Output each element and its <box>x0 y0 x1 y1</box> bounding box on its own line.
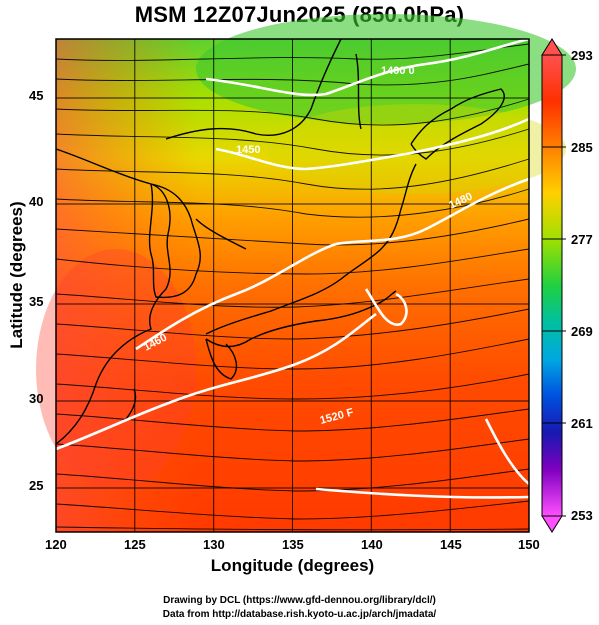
contour-1400 <box>205 37 530 97</box>
y-tick-25: 25 <box>29 478 44 493</box>
contour-bay <box>364 288 408 326</box>
wind-streamlines <box>55 43 530 531</box>
coastline-china <box>55 148 171 445</box>
coastline-taiwan <box>125 388 137 420</box>
colorbar-max-arrow <box>541 38 563 56</box>
contour-1480 <box>135 177 530 351</box>
credit-data-source: Data from http://database.rish.kyoto-u.a… <box>162 609 437 620</box>
colorbar-gradient <box>541 54 563 517</box>
coastline-honshu-north <box>205 163 417 335</box>
colorbar-tick-261: 261 <box>571 416 593 431</box>
coastline-kyushu <box>205 338 238 380</box>
map-plot-area: 1400 0 1450 1460 1480 1520 F <box>36 14 576 533</box>
lat-lon-grid <box>56 39 529 532</box>
contour-1450 <box>215 117 530 171</box>
coastline-honshu-south <box>205 290 397 348</box>
contour-east <box>484 418 530 485</box>
x-tick-125: 125 <box>124 537 146 552</box>
x-tick-130: 130 <box>203 537 225 552</box>
contour-label-1400: 1400 0 <box>381 65 415 77</box>
colorbar-tick-253: 253 <box>571 508 593 523</box>
x-tick-140: 140 <box>361 537 383 552</box>
cool-air-north <box>196 14 576 124</box>
x-tick-145: 145 <box>440 537 462 552</box>
contour-1520 <box>55 312 377 451</box>
colorbar-tick-277: 277 <box>571 232 593 247</box>
colorbar-tick-293: 293 <box>571 48 593 63</box>
coastline-sakhalin <box>355 53 362 130</box>
coastline-korea <box>148 183 201 299</box>
x-tick-135: 135 <box>282 537 304 552</box>
contour-label-1450: 1450 <box>236 144 260 156</box>
contour-south <box>315 487 530 499</box>
y-axis-label: Latitude (degrees) <box>7 201 26 349</box>
coastlines <box>55 38 505 445</box>
y-tick-45: 45 <box>29 88 44 103</box>
weather-map: 1400 0 1450 1460 1480 1520 F <box>36 14 576 533</box>
y-tick-35: 35 <box>29 294 44 309</box>
coastline-russia <box>165 38 342 140</box>
colorbar-tick-285: 285 <box>571 140 593 155</box>
y-tick-40: 40 <box>29 194 44 209</box>
colorbar <box>541 38 566 533</box>
mild-air-band <box>266 104 566 194</box>
y-tick-30: 30 <box>29 391 44 406</box>
warm-air-west <box>36 249 196 489</box>
x-axis-label: Longitude (degrees) <box>210 556 375 575</box>
x-tick-150: 150 <box>518 537 540 552</box>
x-tick-120: 120 <box>45 537 67 552</box>
coastline-hokkaido <box>410 88 505 160</box>
map-frame <box>55 38 530 533</box>
colorbar-min-arrow <box>541 515 563 533</box>
credit-drawing: Drawing by DCL (https://www.gfd-dennou.o… <box>163 595 436 606</box>
colorbar-tick-269: 269 <box>571 324 593 339</box>
coastline-bohai <box>195 218 247 250</box>
height-contours <box>55 37 530 499</box>
